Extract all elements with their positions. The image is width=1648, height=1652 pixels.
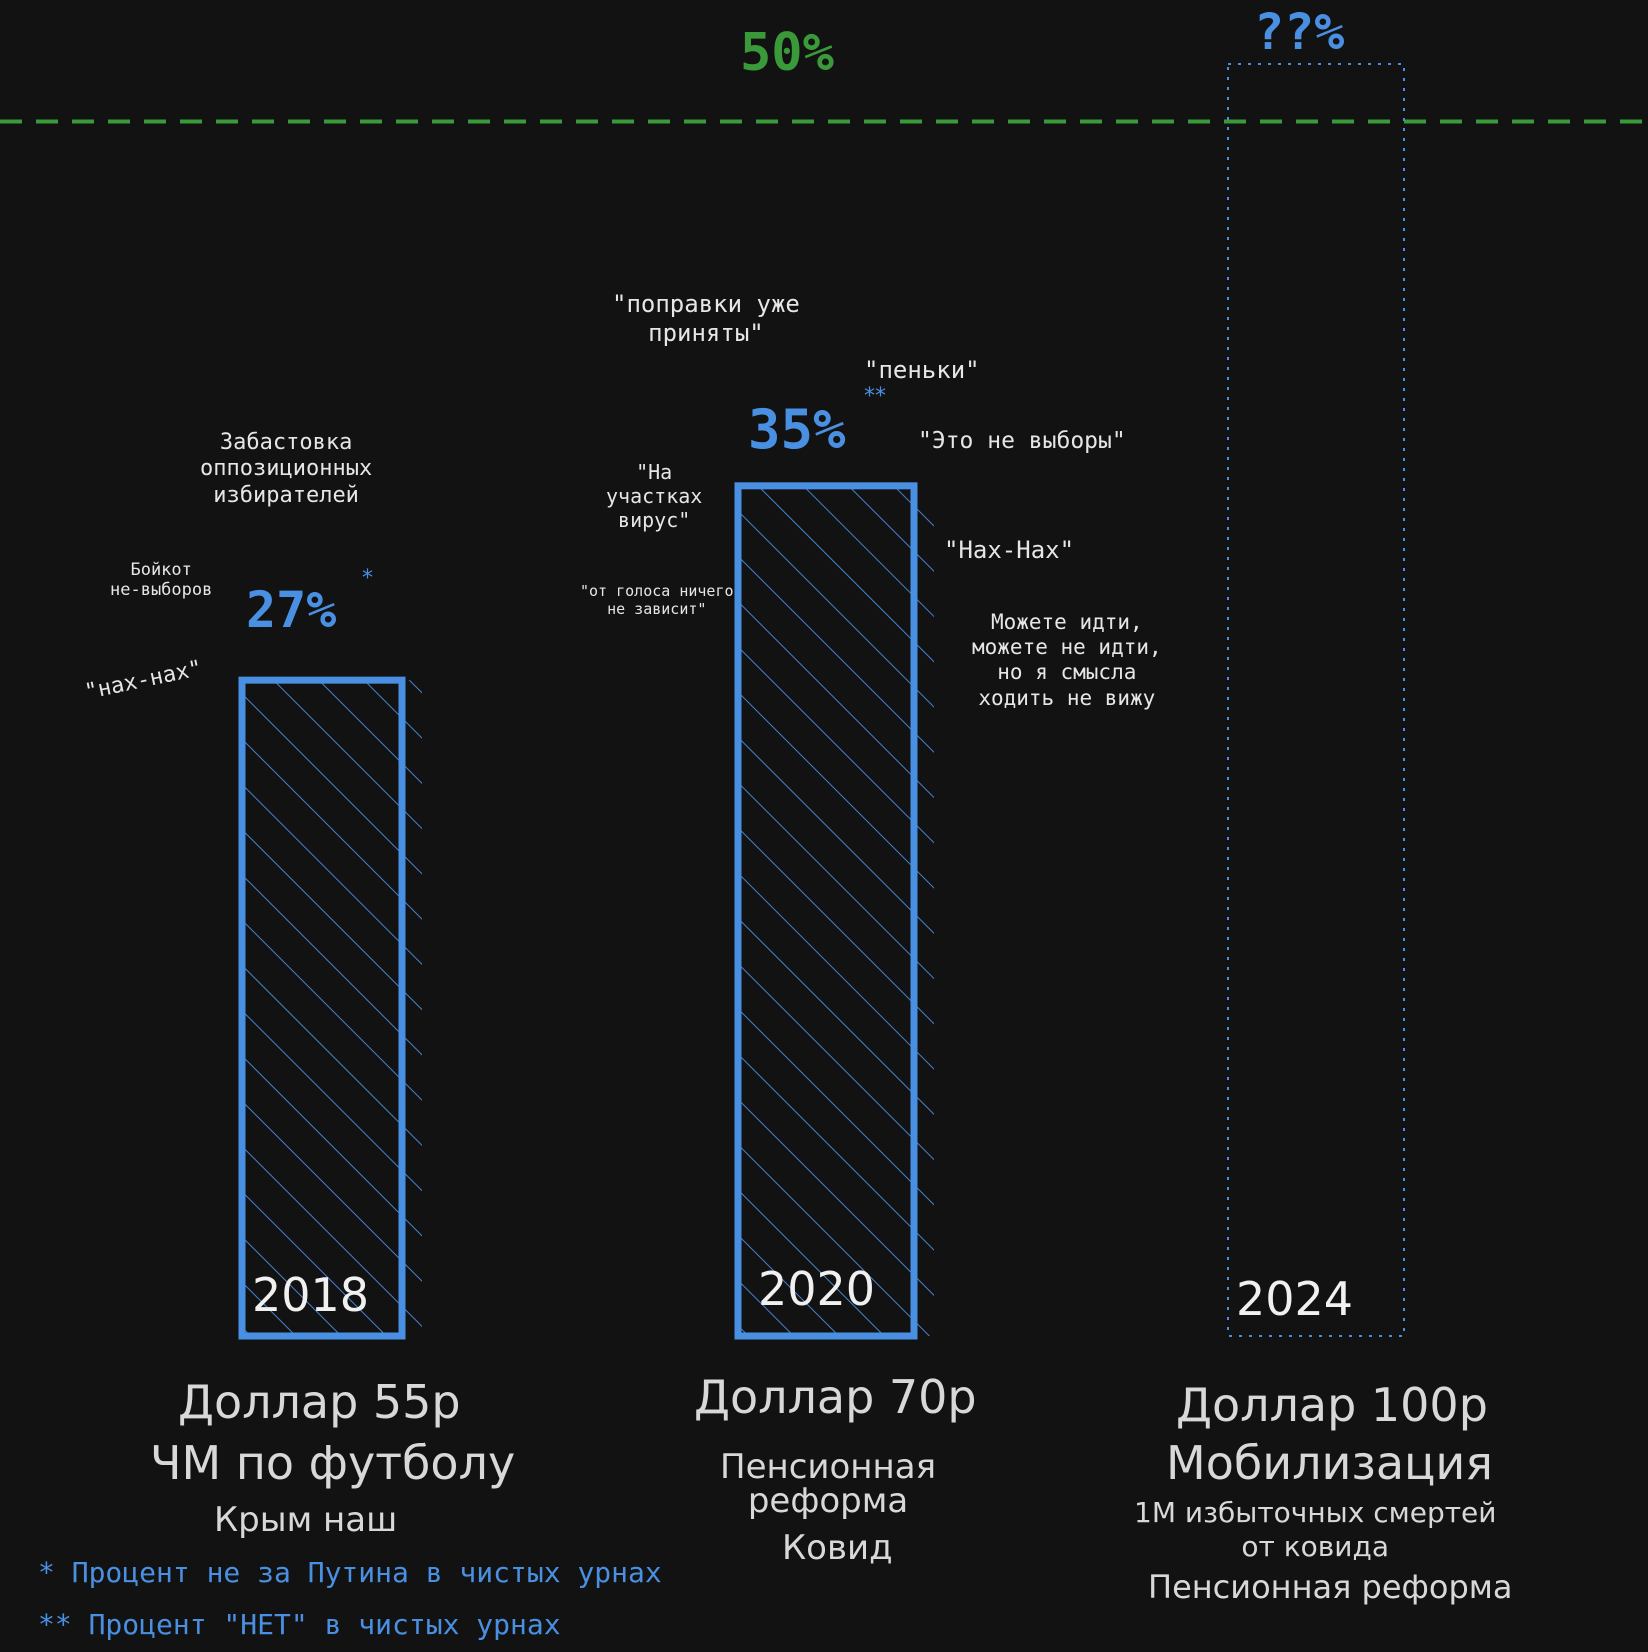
bar-hatch-2018 xyxy=(242,680,422,1336)
value-marker-2020: ** xyxy=(864,384,886,409)
annotation-boycott: Бойкот не-выборов xyxy=(110,560,213,601)
bar-2020 xyxy=(734,482,918,1340)
bar-2018 xyxy=(238,676,406,1340)
year-label-2018: 2018 xyxy=(252,1268,370,1322)
annotation-not-elections: "Это не выборы" xyxy=(918,428,1126,454)
footnote-one: * Процент не за Путина в чистых урнах xyxy=(38,1556,662,1589)
annotation-naxnax-2020: "Нах-Нах" xyxy=(944,536,1075,564)
caption-2020-dollar: Доллар 70р xyxy=(694,1370,977,1424)
reference-line-label: 50% xyxy=(740,23,834,83)
caption-2024-event1: Мобилизация xyxy=(1166,1436,1493,1490)
annotation-penki: "пеньки" xyxy=(864,356,980,384)
value-label-2020: 35% xyxy=(748,398,846,461)
caption-2020-event2: Ковид xyxy=(782,1528,893,1568)
annotation-amendments: "поправки уже приняты" xyxy=(612,290,800,347)
caption-2018-event1: ЧМ по футболу xyxy=(150,1436,516,1490)
year-label-2020: 2020 xyxy=(758,1262,876,1316)
bar-hatch-2020 xyxy=(738,485,934,1336)
caption-2018-event2: Крым наш xyxy=(214,1500,398,1540)
annotation-strike: Забастовка оппозиционных избирателей xyxy=(200,430,373,508)
value-label-2024: ??% xyxy=(1254,3,1345,61)
value-label-2018: 27% xyxy=(246,581,337,639)
caption-2020-event1: Пенсионная реформа xyxy=(720,1447,937,1521)
caption-2024-event3: Пенсионная реформа xyxy=(1148,1568,1513,1606)
value-marker-2018: * xyxy=(362,566,373,591)
annotation-virus: "На участках вирус" xyxy=(606,460,703,532)
caption-2024-event2: 1М избыточных смертей от ковида xyxy=(1134,1496,1497,1563)
annotation-vote-nothing: "от голоса ничего не зависит" xyxy=(580,582,734,618)
bar-2024 xyxy=(1227,63,1405,1337)
year-label-2024: 2024 xyxy=(1236,1272,1354,1326)
caption-2018-dollar: Доллар 55р xyxy=(178,1375,461,1429)
footnote-two: ** Процент "НЕТ" в чистых урнах xyxy=(38,1608,561,1641)
annotation-can-go: Можете идти, можете не идти, но я смысла… xyxy=(972,610,1162,710)
caption-2024-dollar: Доллар 100р xyxy=(1176,1378,1488,1432)
